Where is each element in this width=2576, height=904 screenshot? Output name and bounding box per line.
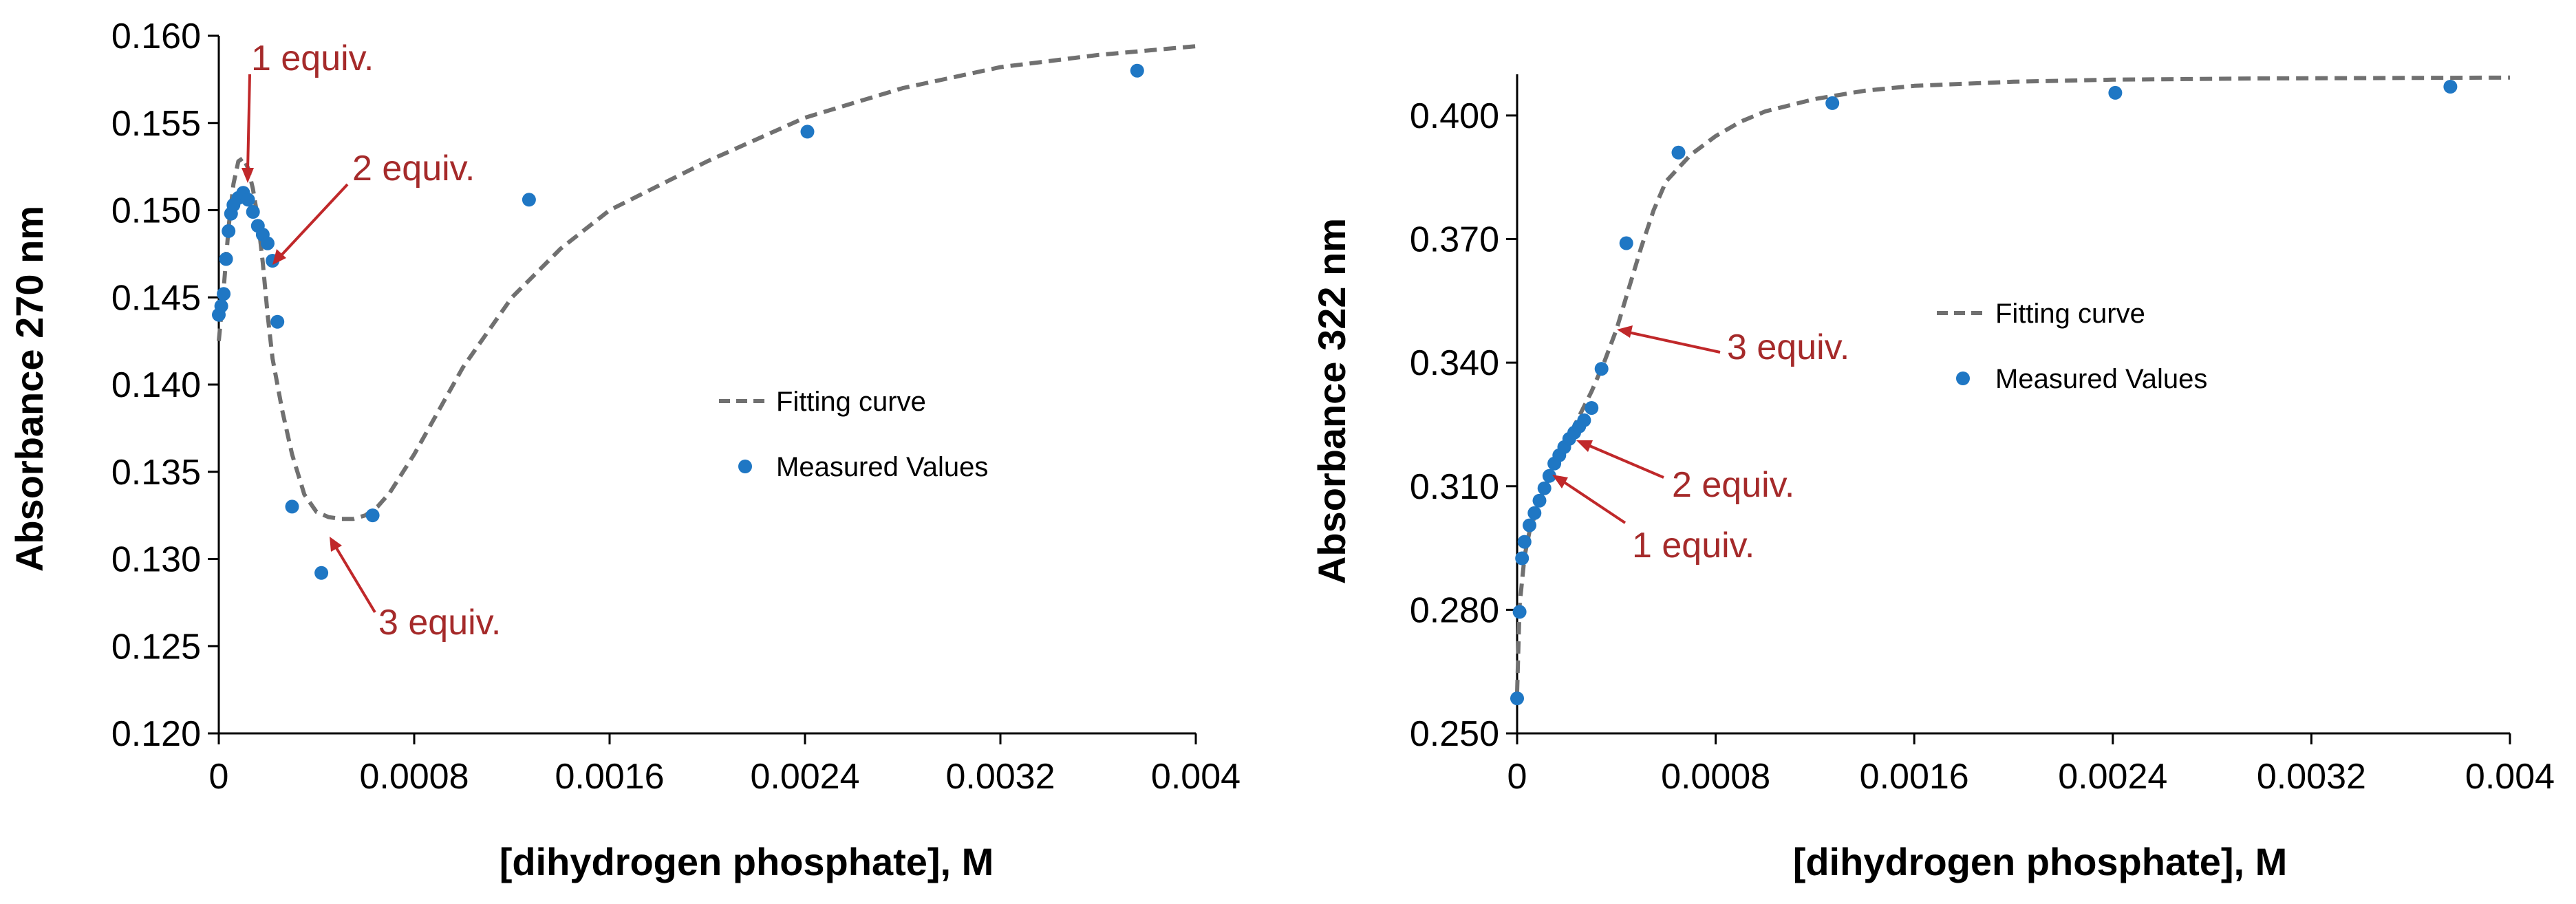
legend-point-swatch (738, 460, 752, 473)
x-tick-label: 0 (209, 757, 229, 797)
y-axis-title: Absorbance 322 nm (1310, 218, 1353, 584)
y-tick-label: 0.280 (1410, 590, 1499, 630)
y-tick-label: 0.310 (1410, 467, 1499, 507)
y-tick-label: 0.140 (111, 365, 201, 405)
data-point (1130, 63, 1144, 78)
y-axis-title: Absorbance 270 nm (8, 206, 51, 572)
annotation-arrowhead-1-equiv (1552, 475, 1568, 488)
data-point (1577, 413, 1591, 427)
legend-label-fitting-curve: Fitting curve (1995, 299, 2145, 329)
annotation-label-2-equiv: 2 equiv. (1672, 465, 1794, 505)
legend-point-swatch (1956, 372, 1970, 385)
y-tick-label: 0.155 (111, 104, 201, 144)
x-tick-label: 0.0024 (750, 757, 859, 797)
data-point (365, 508, 380, 523)
data-point (214, 299, 228, 313)
y-tick-label: 0.130 (111, 540, 201, 580)
legend-label-fitting-curve: Fitting curve (776, 387, 926, 417)
data-point (2443, 80, 2458, 94)
x-tick-label: 0 (1507, 757, 1527, 797)
annotation-arrowhead-3-equiv (330, 537, 342, 552)
x-tick-label: 0.0024 (2058, 757, 2167, 797)
data-point (2108, 85, 2123, 100)
data-point (217, 287, 231, 301)
x-tick-label: 0.0008 (359, 757, 469, 797)
plot-area: 0.250 0.280 0.310 0.340 0.370 0.400 0 0.0008 0.0… (1410, 74, 2555, 797)
x-tick-label: 0.0016 (1860, 757, 1969, 797)
annotation-arrow-2-equiv (1587, 444, 1664, 479)
fitting-curve-line (217, 44, 1196, 521)
x-tick-label: 0.0032 (2257, 757, 2366, 797)
chart-left: 0.120 0.125 0.130 0.135 0.140 0.145 0.150 0.155… (8, 17, 1241, 883)
y-tick-label: 0.125 (111, 627, 201, 667)
y-tick-label: 0.150 (111, 191, 201, 231)
data-point (1542, 469, 1556, 483)
data-point (1512, 605, 1527, 619)
legend-label-measured-values: Measured Values (1995, 364, 2207, 394)
annotation-arrow-3-equiv (334, 546, 376, 614)
data-point (219, 252, 233, 266)
y-tick-label: 0.145 (111, 278, 201, 318)
chart-right: 0.250 0.280 0.310 0.340 0.370 0.400 0 0.0008 0.0… (1310, 74, 2555, 883)
annotation-label-1-equiv: 1 equiv. (1632, 526, 1754, 566)
data-point (314, 566, 329, 580)
data-point (1594, 362, 1609, 376)
data-point (1537, 481, 1552, 495)
annotation-arrowhead-2-equiv (1576, 440, 1593, 452)
y-tick-label: 0.340 (1410, 343, 1499, 383)
data-point (285, 499, 299, 514)
legend-label-measured-values: Measured Values (776, 452, 988, 482)
data-point (270, 314, 285, 329)
data-point (222, 224, 236, 238)
annotation-arrow-2-equiv (279, 183, 349, 257)
x-tick-label: 0.0032 (945, 757, 1055, 797)
annotations: 3 equiv. 2 equiv. 1 equiv. (1552, 325, 1849, 566)
data-point (1619, 236, 1633, 250)
x-axis-title: [dihydrogen phosphate], M (500, 840, 994, 883)
data-point (246, 205, 260, 219)
fitting-curve-line (1515, 75, 2511, 693)
data-point (800, 125, 815, 139)
annotation-label-1-equiv: 1 equiv. (251, 39, 374, 78)
x-tick-label: 0.004 (2465, 757, 2555, 797)
data-point (1527, 506, 1542, 520)
annotation-arrow-1-equiv (1562, 480, 1627, 524)
data-point (241, 193, 255, 207)
data-point (1523, 518, 1536, 532)
data-point (1515, 551, 1530, 566)
x-tick-label: 0.0008 (1661, 757, 1770, 797)
data-point (261, 236, 275, 250)
annotation-label-3-equiv: 3 equiv. (1727, 327, 1849, 367)
data-point (1825, 96, 1840, 110)
data-point (1532, 493, 1547, 508)
annotation-arrowhead-3-equiv (1617, 325, 1633, 338)
annotation-arrow-3-equiv (1628, 331, 1721, 354)
y-tick-label: 0.120 (111, 714, 201, 754)
data-point (1517, 535, 1532, 549)
plot-area: 0.120 0.125 0.130 0.135 0.140 0.145 0.150 0.155… (111, 17, 1241, 797)
y-tick-label: 0.160 (111, 17, 201, 56)
annotation-label-3-equiv: 3 equiv. (378, 603, 501, 643)
x-tick-label: 0.004 (1151, 757, 1241, 797)
y-tick-label: 0.370 (1410, 220, 1499, 260)
y-tick-label: 0.135 (111, 453, 201, 493)
data-point (522, 193, 536, 207)
annotation-label-2-equiv: 2 equiv. (352, 149, 475, 189)
x-axis-title: [dihydrogen phosphate], M (1793, 840, 2288, 883)
legend: Fitting curve Measured Values (719, 387, 988, 482)
annotation-arrowhead-2-equiv (272, 249, 286, 265)
annotation-arrowhead-1-equiv (242, 168, 254, 183)
x-tick-label: 0.0016 (555, 757, 664, 797)
annotations: 1 equiv. 2 equiv. 3 equiv. (242, 39, 501, 643)
data-point (1510, 691, 1524, 706)
annotation-arrow-1-equiv (246, 74, 251, 171)
data-point (1585, 401, 1599, 415)
y-tick-label: 0.250 (1410, 714, 1499, 754)
legend: Fitting curve Measured Values (1937, 299, 2207, 394)
data-point (1671, 145, 1686, 160)
y-tick-label: 0.400 (1410, 96, 1499, 136)
